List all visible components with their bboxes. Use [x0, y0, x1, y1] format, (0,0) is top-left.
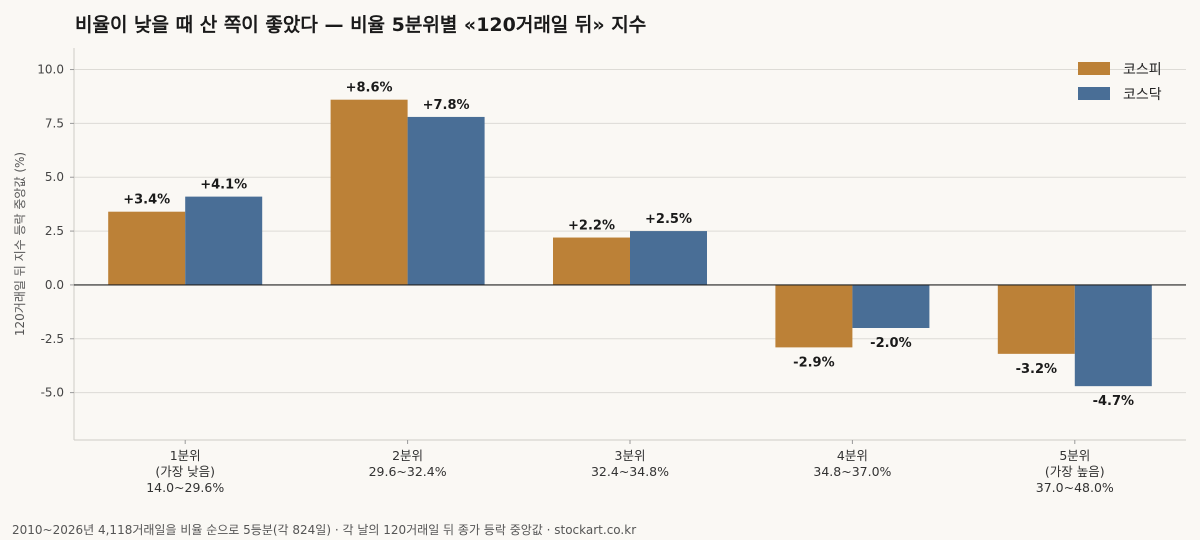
bar: [185, 196, 263, 285]
legend-label: 코스닥: [1123, 87, 1162, 103]
legend-label: 코스피: [1123, 62, 1162, 78]
bar: [407, 116, 485, 285]
data-label: +7.8%: [423, 98, 470, 113]
x-tick-label: 4분위: [837, 448, 868, 463]
data-label: +8.6%: [346, 81, 393, 96]
bar-layer: [74, 99, 1186, 387]
y-tick-label: -2.5: [41, 332, 64, 346]
x-tick-label: 1분위: [170, 448, 201, 463]
y-axis-title: 120거래일 뒤 지수 등락 중앙값 (%): [13, 152, 27, 336]
bar: [852, 284, 930, 328]
y-tick-label: -5.0: [41, 386, 64, 400]
x-tick-label: 3분위: [615, 448, 646, 463]
legend-swatch: [1078, 87, 1110, 100]
data-label: -3.2%: [1016, 362, 1057, 377]
bar: [330, 99, 408, 285]
chart-title: 비율이 낮을 때 산 쪽이 좋았다 — 비율 5분위별 «120거래일 뒤» 지…: [75, 14, 647, 36]
bar: [775, 284, 853, 348]
data-label: -2.9%: [793, 355, 834, 370]
data-label: +2.2%: [568, 219, 615, 234]
y-tick-label: 7.5: [45, 116, 64, 130]
data-label: +3.4%: [123, 193, 170, 208]
data-label: +4.1%: [200, 178, 247, 193]
y-tick-label: 0.0: [45, 278, 64, 292]
axis-layer: 10.0 7.5 5.0 2.5 0.0 -2.5 -5.0 120거래일 뒤 지수 등락 중…: [13, 48, 1186, 495]
data-label: +2.5%: [645, 212, 692, 227]
bar: [997, 284, 1075, 354]
x-tick-label: 34.8~37.0%: [813, 464, 891, 479]
legend-swatch: [1078, 62, 1110, 75]
y-tick-label: 5.0: [45, 170, 64, 184]
x-tick-label: 37.0~48.0%: [1036, 480, 1114, 495]
x-tick-label: 29.6~32.4%: [369, 464, 447, 479]
bar: [553, 237, 630, 285]
y-tick-label: 2.5: [45, 224, 64, 238]
x-tick-label: 5분위: [1059, 448, 1090, 463]
footer-note: 2010~2026년 4,118거래일을 비율 순으로 5등분(각 824일) …: [12, 523, 637, 537]
data-label-layer: +3.4% +4.1% +8.6% +7.8% +2.2% +2.5% -2.9% -2.0%…: [123, 81, 1134, 409]
bar: [108, 211, 186, 285]
x-tick-label: 2분위: [392, 448, 423, 463]
x-tick-label: (가장 높음): [1045, 464, 1105, 479]
bar: [630, 231, 707, 285]
data-label: -2.0%: [870, 336, 911, 351]
data-label: -4.7%: [1093, 394, 1134, 409]
y-tick-label: 10.0: [37, 63, 64, 77]
x-tick-label: 14.0~29.6%: [146, 480, 224, 495]
x-tick-label: (가장 낮음): [155, 464, 215, 479]
x-tick-label: 32.4~34.8%: [591, 464, 669, 479]
bar: [1074, 284, 1152, 387]
